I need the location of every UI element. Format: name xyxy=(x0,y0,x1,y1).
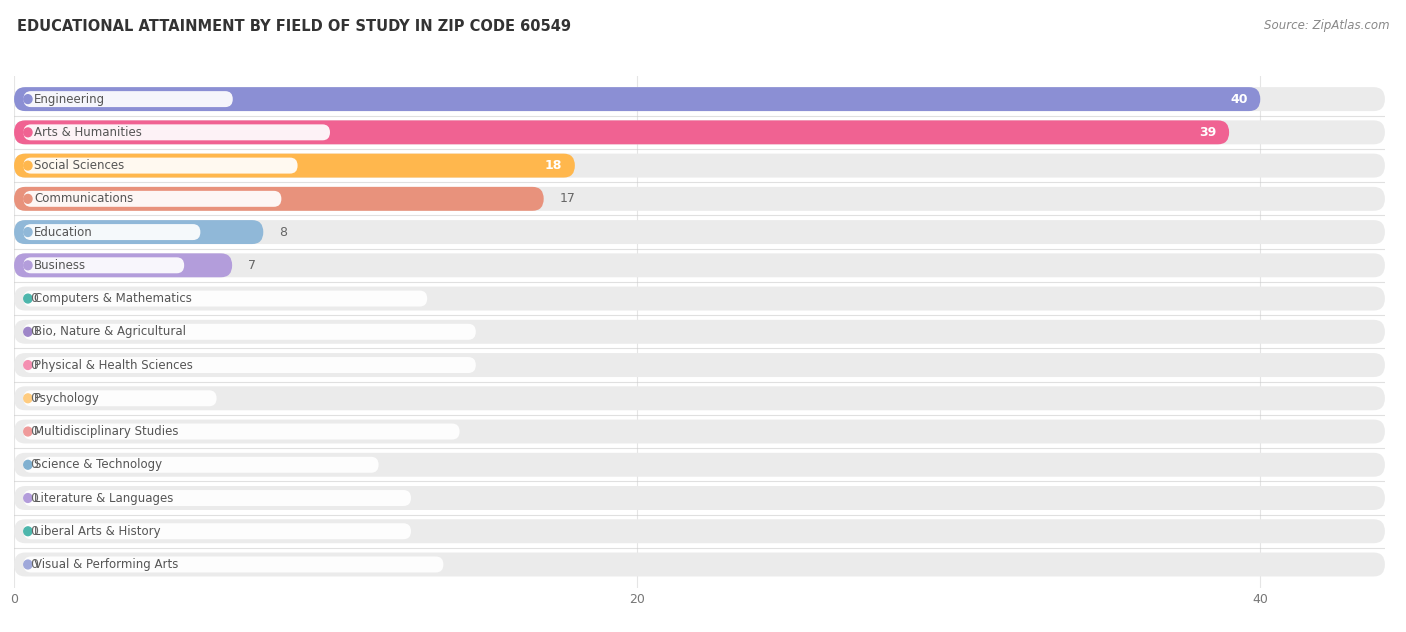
Text: 7: 7 xyxy=(247,259,256,272)
FancyBboxPatch shape xyxy=(24,457,378,473)
Text: 0: 0 xyxy=(30,492,38,504)
Circle shape xyxy=(24,494,32,502)
Circle shape xyxy=(24,327,32,336)
Text: Psychology: Psychology xyxy=(34,392,100,404)
Circle shape xyxy=(24,361,32,370)
FancyBboxPatch shape xyxy=(24,357,475,373)
FancyBboxPatch shape xyxy=(24,324,475,340)
FancyBboxPatch shape xyxy=(14,87,1385,111)
Text: Engineering: Engineering xyxy=(34,93,105,106)
Text: Source: ZipAtlas.com: Source: ZipAtlas.com xyxy=(1264,19,1389,32)
Text: 0: 0 xyxy=(30,425,38,438)
FancyBboxPatch shape xyxy=(14,253,1385,277)
Circle shape xyxy=(24,294,32,303)
FancyBboxPatch shape xyxy=(24,391,217,406)
Circle shape xyxy=(24,427,32,436)
FancyBboxPatch shape xyxy=(24,291,427,307)
Circle shape xyxy=(24,228,32,236)
Text: Visual & Performing Arts: Visual & Performing Arts xyxy=(34,558,179,571)
FancyBboxPatch shape xyxy=(14,386,1385,410)
FancyBboxPatch shape xyxy=(14,187,1385,211)
FancyBboxPatch shape xyxy=(24,423,460,439)
Text: Liberal Arts & History: Liberal Arts & History xyxy=(34,525,160,538)
FancyBboxPatch shape xyxy=(24,191,281,207)
Circle shape xyxy=(24,394,32,403)
FancyBboxPatch shape xyxy=(14,120,1229,144)
Text: 18: 18 xyxy=(546,159,562,172)
Text: Science & Technology: Science & Technology xyxy=(34,458,162,471)
Text: 0: 0 xyxy=(30,325,38,338)
FancyBboxPatch shape xyxy=(14,453,1385,477)
FancyBboxPatch shape xyxy=(24,157,298,174)
FancyBboxPatch shape xyxy=(14,420,1385,444)
FancyBboxPatch shape xyxy=(14,220,263,244)
FancyBboxPatch shape xyxy=(14,120,1385,144)
FancyBboxPatch shape xyxy=(14,552,1385,576)
Circle shape xyxy=(24,128,32,137)
Text: Multidisciplinary Studies: Multidisciplinary Studies xyxy=(34,425,179,438)
FancyBboxPatch shape xyxy=(14,320,1385,344)
Text: Communications: Communications xyxy=(34,192,134,205)
Text: EDUCATIONAL ATTAINMENT BY FIELD OF STUDY IN ZIP CODE 60549: EDUCATIONAL ATTAINMENT BY FIELD OF STUDY… xyxy=(17,19,571,34)
Text: 0: 0 xyxy=(30,458,38,471)
Circle shape xyxy=(24,161,32,170)
Text: Computers & Mathematics: Computers & Mathematics xyxy=(34,292,191,305)
FancyBboxPatch shape xyxy=(14,154,575,178)
FancyBboxPatch shape xyxy=(14,187,544,211)
Circle shape xyxy=(24,560,32,569)
Circle shape xyxy=(24,261,32,270)
Text: 0: 0 xyxy=(30,358,38,372)
Text: Bio, Nature & Agricultural: Bio, Nature & Agricultural xyxy=(34,325,186,338)
Text: 0: 0 xyxy=(30,292,38,305)
FancyBboxPatch shape xyxy=(14,87,1260,111)
Circle shape xyxy=(24,527,32,536)
Text: Business: Business xyxy=(34,259,86,272)
Text: 17: 17 xyxy=(560,192,575,205)
Text: 39: 39 xyxy=(1199,126,1216,139)
Text: Arts & Humanities: Arts & Humanities xyxy=(34,126,142,139)
FancyBboxPatch shape xyxy=(14,220,1385,244)
FancyBboxPatch shape xyxy=(24,557,443,573)
Circle shape xyxy=(24,95,32,104)
Text: Physical & Health Sciences: Physical & Health Sciences xyxy=(34,358,193,372)
FancyBboxPatch shape xyxy=(14,253,232,277)
Text: Social Sciences: Social Sciences xyxy=(34,159,124,172)
FancyBboxPatch shape xyxy=(14,286,1385,310)
FancyBboxPatch shape xyxy=(24,91,233,107)
FancyBboxPatch shape xyxy=(24,490,411,506)
FancyBboxPatch shape xyxy=(14,154,1385,178)
FancyBboxPatch shape xyxy=(24,125,330,140)
Text: 40: 40 xyxy=(1230,93,1249,106)
FancyBboxPatch shape xyxy=(24,224,201,240)
FancyBboxPatch shape xyxy=(14,486,1385,510)
FancyBboxPatch shape xyxy=(14,520,1385,544)
FancyBboxPatch shape xyxy=(24,523,411,539)
Circle shape xyxy=(24,460,32,469)
Text: 8: 8 xyxy=(278,226,287,238)
FancyBboxPatch shape xyxy=(14,353,1385,377)
Text: 0: 0 xyxy=(30,525,38,538)
Text: 0: 0 xyxy=(30,392,38,404)
Text: Literature & Languages: Literature & Languages xyxy=(34,492,173,504)
Text: 0: 0 xyxy=(30,558,38,571)
Text: Education: Education xyxy=(34,226,93,238)
FancyBboxPatch shape xyxy=(24,257,184,273)
Circle shape xyxy=(24,195,32,204)
